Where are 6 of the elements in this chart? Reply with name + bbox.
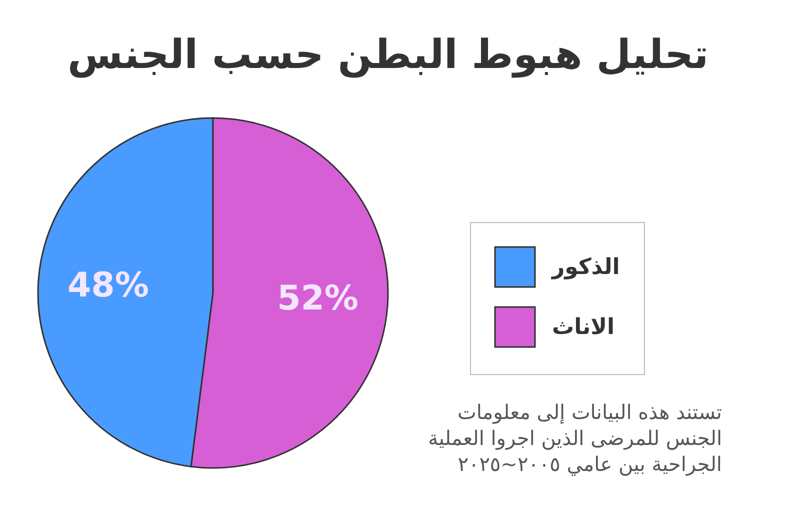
data-label: 48% (68, 265, 149, 306)
legend-label: الاناث (552, 315, 615, 340)
legend-label: الذكور (551, 255, 620, 280)
chart-title: تحليل هبوط البطن حسب الجنس (68, 32, 708, 78)
text: تستند هذه البيانات إلى معلومات الجنس للمرضى الذين اجروا العملية الجراحية بين عامي ٢٠٠٥~٢٠٢٥ (428, 400, 722, 476)
data-label: 52% (277, 278, 358, 319)
